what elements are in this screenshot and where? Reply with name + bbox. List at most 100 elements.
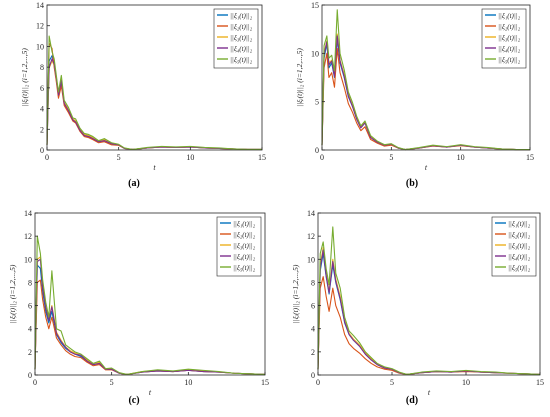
y-tick-label: 6 [40,84,44,93]
x-tick-label: 10 [457,153,465,162]
y-axis-label: ||ξᵢ(t)||₂ (i=1,2,...,5) [295,48,304,107]
x-tick-label: 15 [261,378,269,387]
x-tick-label: 0 [316,378,320,387]
y-tick-label: 4 [28,325,32,334]
x-tick-label: 0 [320,153,324,162]
series-line-5 [321,9,530,151]
x-tick-label: 5 [390,378,394,387]
legend-label-5: ||ξ₅(t)||₂ [233,264,256,272]
x-tick-label: 15 [536,378,544,387]
y-tick-label: 0 [28,371,32,380]
y-tick-label: 2 [40,125,44,134]
y-tick-label: 14 [24,209,32,218]
y-tick-label: 5 [315,98,319,107]
legend-box [481,8,527,69]
legend-label-5: ||ξ₅(t)||₂ [498,56,521,64]
x-axis-label: t [149,388,152,397]
panel-caption: (a) [128,178,140,189]
panel-caption: (c) [128,395,139,406]
legend-label-4: ||ξ₄(t)||₂ [230,45,253,53]
legend-label-5: ||ξ₅(t)||₂ [230,56,253,64]
x-tick-label: 5 [389,153,393,162]
series-line-4 [317,249,541,375]
x-axis-label: t [153,163,156,172]
x-tick-label: 0 [45,153,49,162]
legend-label-3: ||ξ₃(t)||₂ [498,34,521,42]
x-tick-label: 15 [526,153,534,162]
y-tick-label: 8 [28,278,32,287]
plot-frame [46,4,263,151]
legend-box [216,216,262,277]
series-line-4 [34,258,266,375]
x-tick-label: 15 [258,153,266,162]
panel-caption: (b) [406,178,418,189]
y-tick-label: 2 [311,348,315,357]
legend-label-3: ||ξ₃(t)||₂ [508,242,531,250]
series-line-2 [317,276,541,375]
legend-label-2: ||ξ₂(t)||₂ [498,23,521,31]
plot-frame [317,212,541,376]
x-tick-label: 10 [462,378,470,387]
y-tick-label: 2 [28,348,32,357]
y-axis-label: ||ξᵢ(t)||₂ (i=1,2,...,5) [8,264,17,323]
y-tick-label: 0 [315,146,319,155]
y-tick-label: 15 [311,1,319,10]
y-tick-label: 10 [24,255,32,264]
y-tick-label: 0 [40,146,44,155]
y-tick-label: 12 [36,22,44,31]
x-tick-label: 5 [117,153,121,162]
x-tick-label: 0 [33,378,37,387]
y-tick-label: 12 [24,232,32,241]
chart-panel-d: 0 5 10 15 0 2 4 6 8 10 12 14 t ||ξᵢ(t)||₂ (i=1,2,...,… [291,209,544,406]
chart-panel-c: 0 5 10 15 0 2 4 6 8 10 12 14 t ||ξᵢ(t)||₂ (i=1,2,...,… [8,209,269,406]
chart-panel-b: 0 5 10 15 0 5 10 15 t ||ξᵢ(t)||₂ (i=1,2,...,5) ||ξ… [295,1,534,189]
y-tick-label: 6 [28,302,32,311]
legend-label-1: ||ξ₁(t)||₂ [498,12,521,20]
plot-frame [321,4,531,151]
plot-frame [34,212,266,376]
y-tick-label: 6 [311,302,315,311]
legend-label-4: ||ξ₄(t)||₂ [233,253,256,261]
legend-label-5: ||ξ₅(t)||₂ [508,264,531,272]
y-tick-label: 12 [307,232,315,241]
y-tick-label: 0 [311,371,315,380]
y-tick-label: 4 [311,325,315,334]
legend-label-3: ||ξ₃(t)||₂ [233,242,256,250]
legend-box [213,8,259,69]
y-axis-label: ||ξᵢ(t)||₂ (i=1,2,...,5) [20,48,29,107]
legend-box [491,216,537,277]
y-tick-label: 4 [40,105,44,114]
y-tick-label: 10 [311,49,319,58]
series-line-1 [34,264,266,375]
x-tick-label: 10 [184,378,192,387]
chart-panel-a: 0 5 10 15 0 2 4 6 8 10 12 14 t ||ξᵢ(t)||₂ (i=1,2,...,… [20,1,266,189]
legend-label-4: ||ξ₄(t)||₂ [508,253,531,261]
series-line-3 [46,60,262,151]
legend-label-2: ||ξ₂(t)||₂ [233,231,256,239]
legend-label-1: ||ξ₁(t)||₂ [508,220,531,228]
legend-label-2: ||ξ₂(t)||₂ [508,231,531,239]
y-tick-label: 10 [307,255,315,264]
series-line-5 [46,35,262,151]
y-axis-label: ||ξᵢ(t)||₂ (i=1,2,...,5) [291,264,300,323]
panel-caption: (d) [406,395,418,406]
series-line-5 [34,235,266,375]
x-tick-label: 5 [110,378,114,387]
y-tick-label: 14 [36,1,44,10]
legend-label-4: ||ξ₄(t)||₂ [498,45,521,53]
legend-label-2: ||ξ₂(t)||₂ [230,23,253,31]
y-tick-label: 8 [311,278,315,287]
legend-label-1: ||ξ₁(t)||₂ [230,12,253,20]
series-line-4 [46,58,262,151]
x-axis-label: t [425,163,428,172]
series-line-2 [34,279,266,375]
legend-label-3: ||ξ₃(t)||₂ [230,34,253,42]
legend-label-1: ||ξ₁(t)||₂ [233,220,256,228]
x-axis-label: t [428,388,431,397]
x-tick-label: 10 [186,153,194,162]
y-tick-label: 8 [40,63,44,72]
series-line-1 [46,55,262,151]
y-tick-label: 14 [307,209,315,218]
series-line-5 [317,226,541,375]
